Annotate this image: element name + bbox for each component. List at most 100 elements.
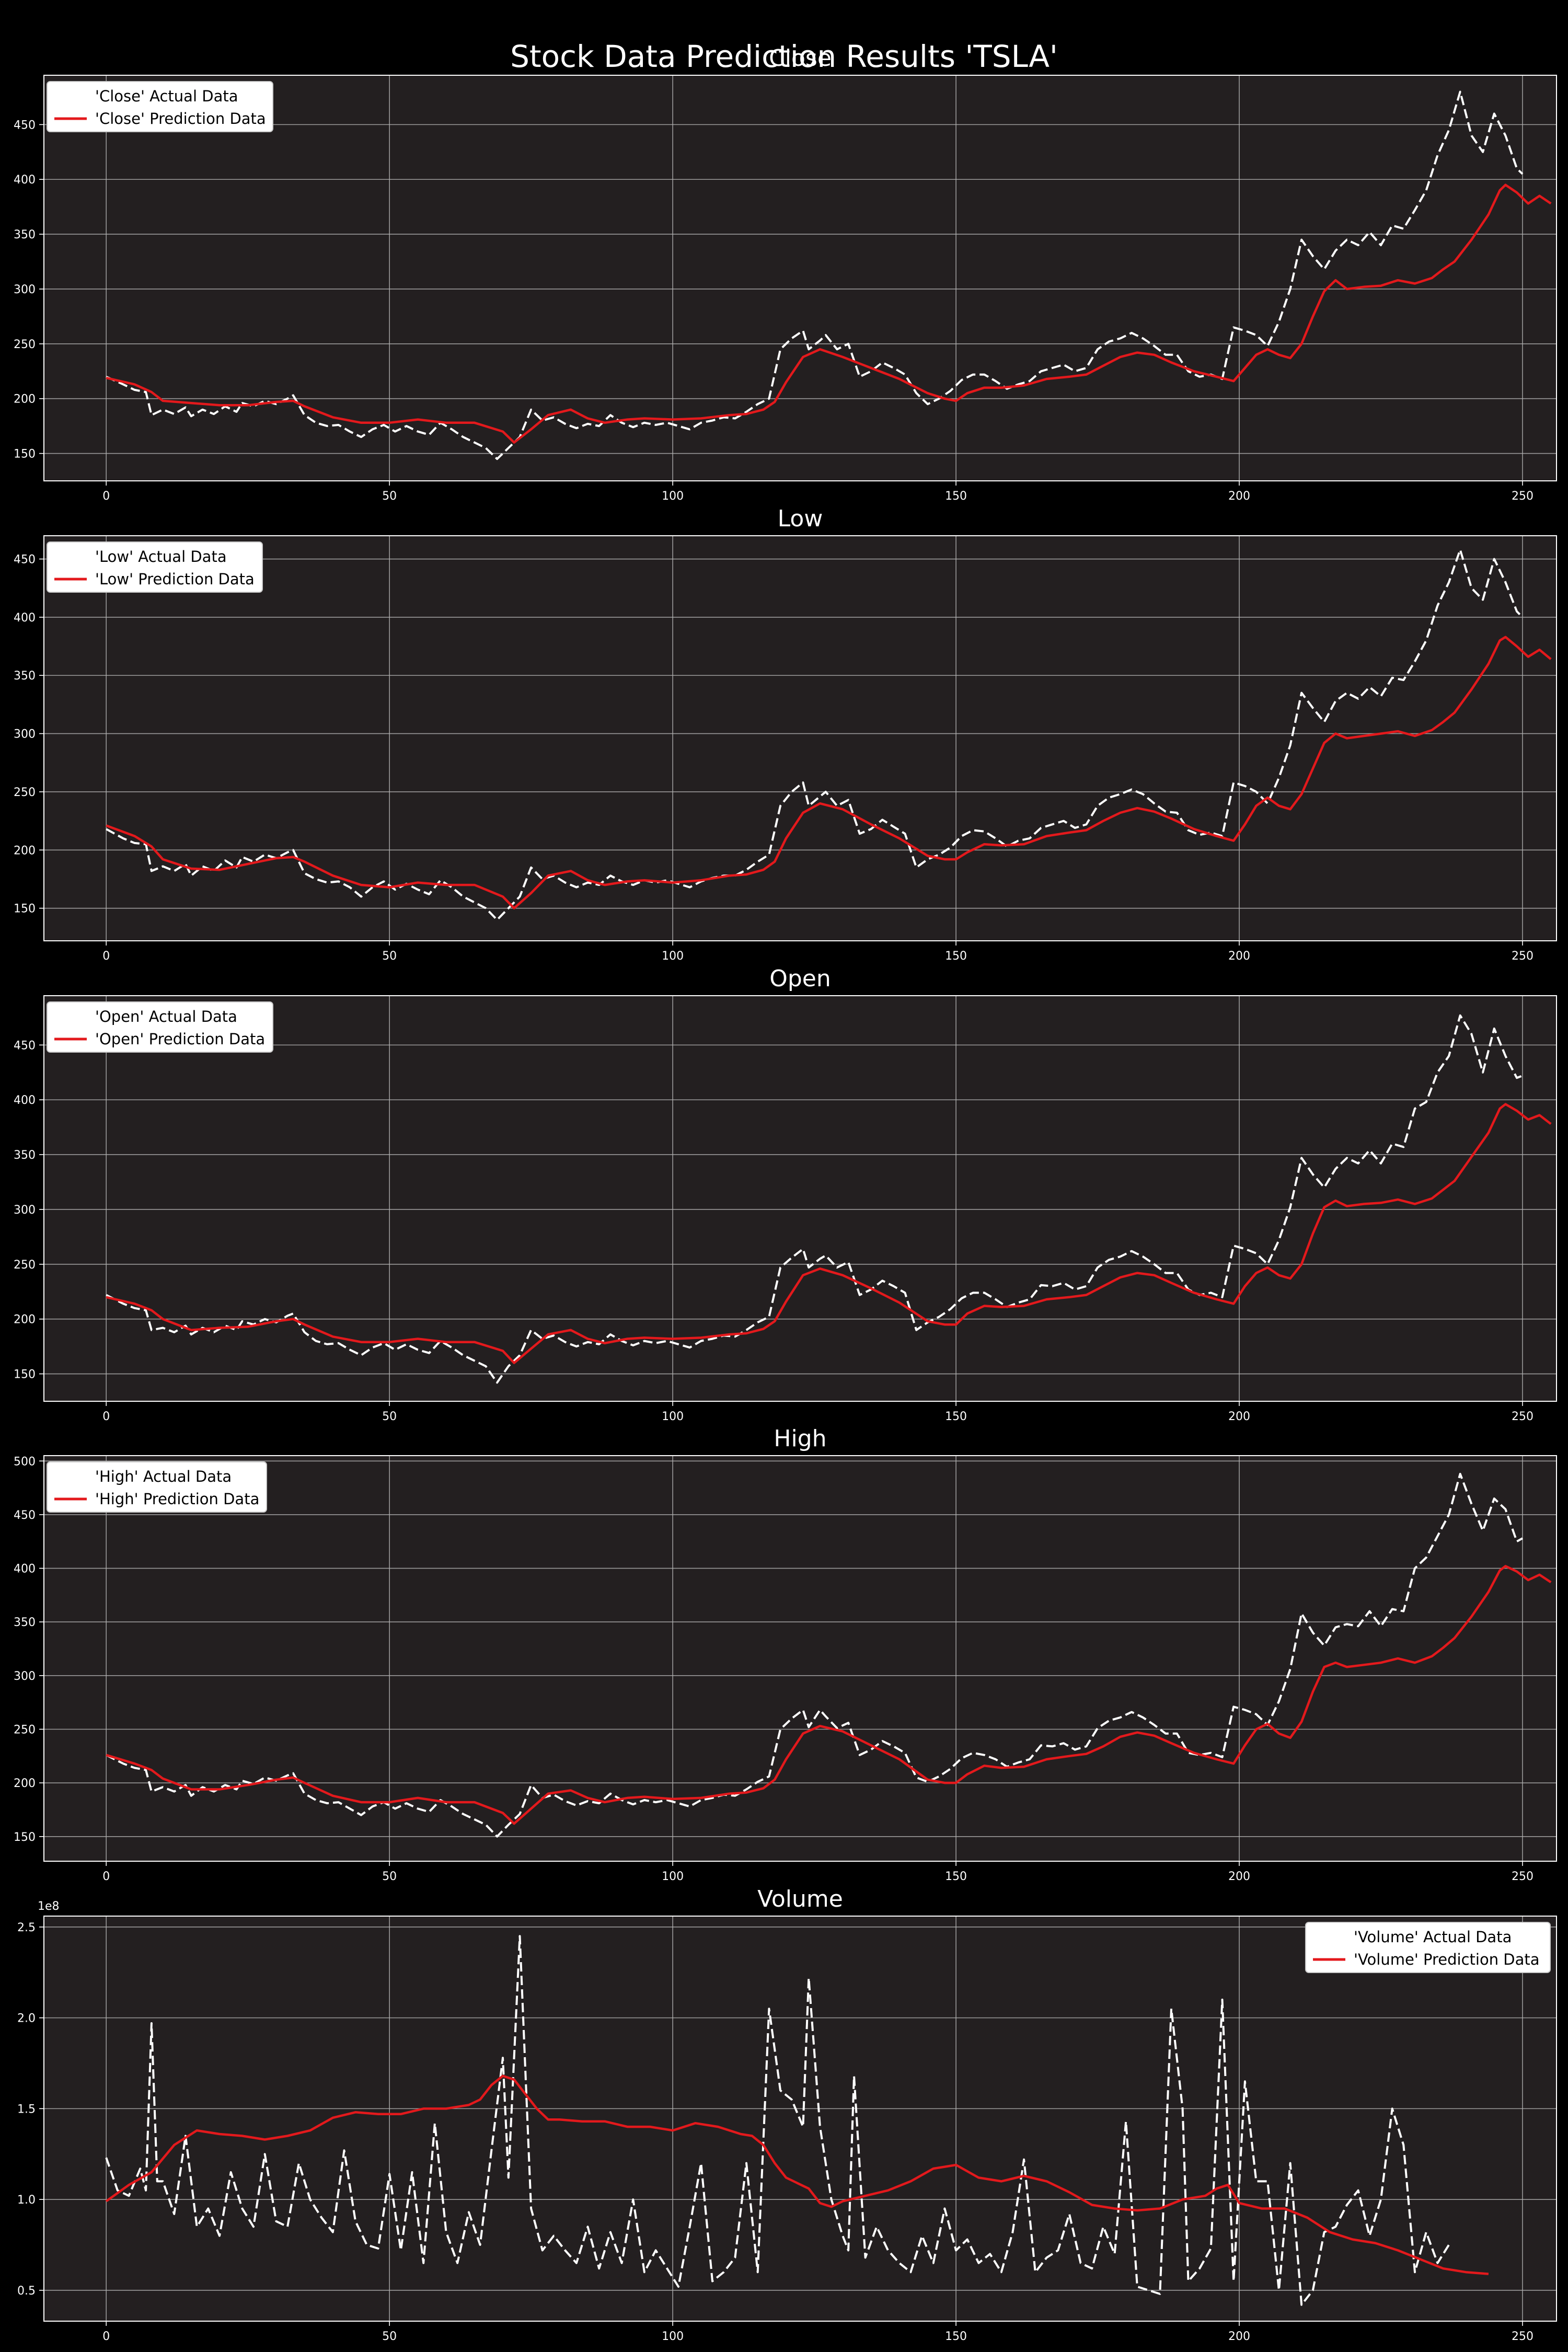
legend-label: 'Open' Prediction Data [95,1030,265,1048]
x-tick-label: 150 [945,1870,967,1883]
y-tick-label: 0.5 [17,2285,36,2298]
y-tick-label: 200 [14,393,36,406]
x-tick-label: 200 [1228,1410,1250,1423]
actual-data-line [105,1935,1450,2306]
axes-frame [43,995,1557,1402]
y-tick-label: 2.5 [17,1921,36,1934]
y-tick-label: 400 [14,174,36,187]
panel-title: Close [769,45,832,72]
panel-high: 0 50 100 150 200 250 150 200 250 300 350 400 450 500 H… [14,1425,1557,1883]
legend-label: 'Close' Prediction Data [95,110,266,128]
x-tick-label: 50 [382,1410,397,1423]
y-tick-label: 200 [14,1777,36,1790]
legend-box [47,1461,267,1513]
panel-open: 0 50 100 150 200 250 150 200 250 300 350 400 450 Open… [14,965,1557,1423]
legend-label: 'Low' Actual Data [95,548,227,566]
y-tick-label: 450 [14,119,36,132]
legend-box [47,1001,273,1053]
x-tick-label: 0 [102,1870,110,1883]
axes-frame [43,1455,1557,1862]
panel-title: Open [769,965,831,992]
y-tick-label: 2.0 [17,2012,36,2025]
y-tick-label: 200 [14,1313,36,1327]
x-tick-label: 200 [1228,950,1250,963]
y-tick-label: 450 [14,1509,36,1522]
y-tick-label: 500 [14,1455,36,1468]
x-tick-label: 250 [1512,2330,1534,2343]
prediction-data-line [106,1103,1552,1364]
y-tick-label: 250 [14,1723,36,1736]
chart-panels: 0 50 100 150 200 250 150 200 250 300 350 400 450 Clos… [14,45,1557,2343]
x-tick-label: 100 [662,1410,684,1423]
y-tick-label: 350 [14,670,36,683]
y-tick-label: 450 [14,554,36,567]
y-tick-label: 250 [14,786,36,799]
x-tick-label: 150 [945,950,967,963]
x-tick-label: 50 [382,2330,397,2343]
y-tick-label: 450 [14,1039,36,1052]
x-tick-label: 100 [662,490,684,503]
y-tick-label: 1.5 [17,2103,36,2116]
x-tick-label: 150 [945,1410,967,1423]
x-tick-label: 200 [1228,1870,1250,1883]
y-tick-label: 150 [14,1831,36,1844]
axes-frame [43,1916,1557,2322]
axes-background [44,75,1557,481]
legend-label: 'Close' Actual Data [95,87,238,105]
prediction-data-line [106,183,1552,444]
x-tick-label: 150 [945,2330,967,2343]
y-tick-label: 300 [14,1670,36,1683]
x-tick-label: 0 [102,950,110,963]
x-tick-label: 100 [662,2330,684,2343]
x-tick-label: 150 [945,490,967,503]
y-tick-label: 400 [14,1563,36,1576]
y-tick-label: 1.0 [17,2194,36,2207]
x-tick-label: 100 [662,1870,684,1883]
y-tick-label: 250 [14,1259,36,1272]
panel-close: 0 50 100 150 200 250 150 200 250 300 350 400 450 Clos… [14,45,1557,503]
x-tick-label: 50 [382,950,397,963]
y-tick-label: 400 [14,612,36,625]
y-tick-label: 350 [14,1149,36,1162]
y-tick-label: 300 [14,283,36,296]
x-tick-label: 50 [382,1870,397,1883]
x-tick-label: 200 [1228,2330,1250,2343]
x-tick-label: 250 [1512,1870,1534,1883]
prediction-data-line [106,1565,1552,1825]
legend-box [47,81,273,132]
actual-data-line [106,548,1524,921]
y-tick-label: 400 [14,1094,36,1107]
legend-label: 'Low' Prediction Data [95,570,255,588]
legend-label: 'High' Actual Data [95,1468,232,1485]
x-tick-label: 50 [382,490,397,503]
actual-data-line [106,1472,1523,1838]
x-tick-label: 250 [1512,1410,1534,1423]
actual-data-line [106,90,1524,460]
legend-label: 'High' Prediction Data [95,1490,259,1508]
panel-title: High [774,1425,826,1452]
x-tick-label: 0 [102,490,110,503]
legend-label: 'Open' Actual Data [95,1008,237,1025]
legend-label: 'Volume' Prediction Data [1354,1951,1540,1968]
x-tick-label: 200 [1228,490,1250,503]
legend-box [47,541,263,593]
panel-low: 0 50 100 150 200 250 150 200 250 300 350 400 450 Low '… [14,505,1557,963]
y-tick-label: 350 [14,1616,36,1629]
y-tick-label: 300 [14,728,36,741]
prediction-data-line [105,2074,1489,2275]
figure-suptitle: Stock Data Prediction Results 'TSLA' [510,39,1058,74]
y-tick-label: 350 [14,228,36,241]
x-tick-label: 250 [1512,490,1534,503]
y-tick-label: 250 [14,338,36,351]
y-scale-exponent-label: 1e8 [38,1900,60,1913]
y-tick-label: 150 [14,448,36,461]
x-tick-label: 100 [662,950,684,963]
axes-frame [43,75,1557,481]
x-tick-label: 0 [102,2330,110,2343]
legend-box [1305,1922,1551,1973]
x-tick-label: 0 [102,1410,110,1423]
x-tick-label: 250 [1512,950,1534,963]
axes-background [44,536,1557,941]
